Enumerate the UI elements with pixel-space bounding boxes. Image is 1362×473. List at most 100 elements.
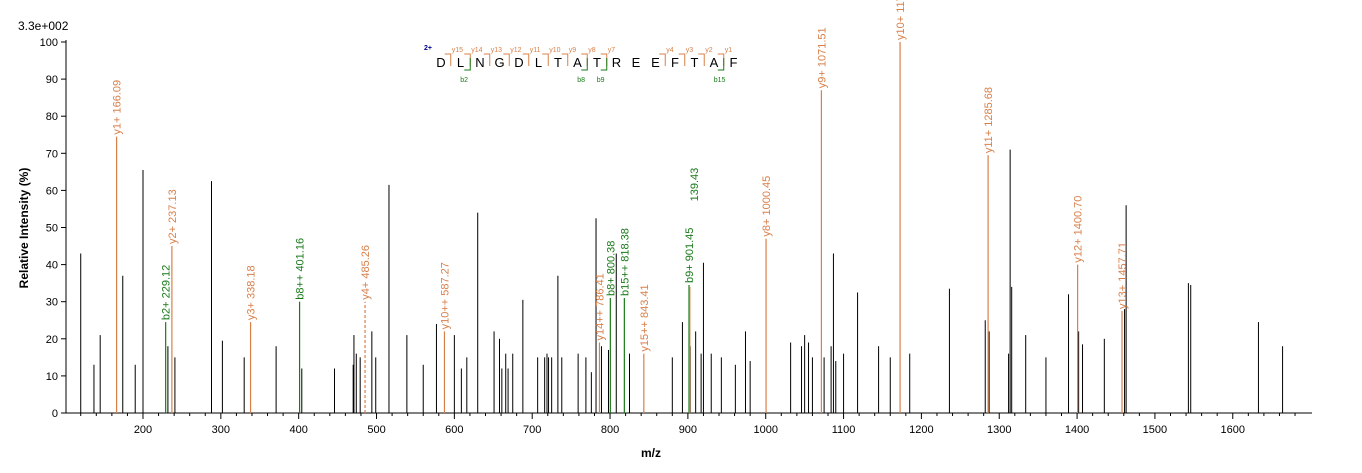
peak-label: 139.43	[689, 168, 701, 202]
x-tick-label: 400	[290, 424, 308, 436]
y-ion-bracket	[698, 53, 705, 66]
peak-label: b8++ 401.16	[295, 238, 307, 300]
sequence-residue: L	[457, 55, 464, 70]
peak-label: b15++ 818.38	[619, 228, 631, 296]
peak-label: y10+ 1172.60	[895, 0, 907, 40]
y-ion-label: y12	[510, 47, 521, 54]
peak-label: y8+ 1000.45	[761, 176, 773, 237]
b-ion-bracket	[717, 58, 725, 71]
b-ion-label: b15	[714, 77, 726, 84]
y-ion-bracket	[659, 53, 666, 66]
sequence-residue: N	[475, 55, 484, 70]
y-tick-label: 0	[52, 408, 58, 420]
y-ion-label: y2	[705, 47, 713, 54]
peak-label: y3+ 338.18	[246, 265, 258, 320]
sequence-residue: F	[730, 55, 738, 70]
y-ion-bracket	[444, 53, 452, 66]
x-tick-label: 1000	[753, 424, 777, 436]
y-tick-label: 30	[46, 297, 58, 309]
x-tick-label: 1300	[987, 424, 1011, 436]
peak-label: y4+ 485.26	[360, 245, 372, 300]
y-ion-bracket	[483, 53, 491, 66]
x-tick-label: 1500	[1143, 424, 1167, 436]
b-ion-label: b2	[460, 77, 468, 84]
b-ion-label: b9	[597, 77, 605, 84]
y-tick-label: 80	[46, 111, 58, 123]
y-ion-label: y14	[471, 47, 482, 54]
y-ion-bracket	[717, 53, 725, 66]
y-tick-label: 20	[46, 334, 58, 346]
peak-label: y11+ 1285.68	[983, 87, 995, 153]
axes: 0 10 20 30 40 50 60 70 80 90 100 200 300 400 500 600 700…	[40, 37, 1312, 436]
intensity-scale-label: 3.3e+002	[18, 19, 69, 33]
sequence-residue: R	[612, 55, 621, 70]
sequence-residue: A	[573, 55, 582, 70]
x-tick-label: 900	[679, 424, 697, 436]
y-tick-label: 10	[46, 371, 58, 383]
sequence-residue: A	[710, 55, 719, 70]
y-ion-bracket	[542, 53, 549, 66]
peak-label: b2+ 229.12	[161, 265, 173, 320]
b-ion-label: b8	[577, 77, 585, 84]
sequence-residue: F	[671, 55, 679, 70]
y-ion-bracket	[561, 53, 569, 66]
y-ion-bracket	[464, 53, 471, 66]
x-tick-label: 700	[523, 424, 541, 436]
y-ion-label: y4	[666, 47, 674, 54]
x-tick-label: 300	[212, 424, 230, 436]
peak-label: y9+ 1071.51	[816, 27, 828, 88]
sequence-residue: E	[632, 55, 641, 70]
y-ion-bracket	[503, 53, 510, 66]
sequence-residue: T	[691, 55, 699, 70]
y-ion-label: y1	[725, 47, 733, 54]
y-tick-label: 60	[46, 185, 58, 197]
peak-label: y1+ 166.09	[112, 80, 124, 135]
x-tick-label: 1400	[1065, 424, 1089, 436]
sequence-residue: L	[535, 55, 542, 70]
y-tick-label: 70	[46, 148, 58, 160]
y-ion-bracket	[581, 53, 588, 66]
peak-label: y12+ 1400.70	[1073, 196, 1085, 263]
b-ion-bracket	[600, 58, 608, 71]
x-tick-label: 1600	[1221, 424, 1245, 436]
sequence-residue: D	[436, 55, 445, 70]
peak-label: y14++ 786.41	[594, 273, 606, 340]
peaks	[80, 42, 1284, 413]
peak-labels: y1+ 166.09 b2+ 229.12 y2+ 237.13 y3+ 338.18…	[112, 0, 1129, 352]
y-axis-label: Relative Intensity (%)	[17, 168, 31, 289]
y-tick-label: 100	[40, 37, 58, 49]
y-ion-bracket	[600, 53, 608, 66]
y-tick-label: 40	[46, 260, 58, 272]
y-ion-label: y3	[686, 47, 694, 54]
peak-label: b9+ 901.45	[684, 228, 696, 283]
x-tick-label: 800	[601, 424, 619, 436]
x-tick-label: 1200	[909, 424, 933, 436]
b-ion-bracket	[464, 58, 471, 71]
y-ion-label: y7	[608, 47, 616, 54]
peak-label: y15++ 843.41	[639, 284, 651, 351]
peak-label: y10++ 587.27	[439, 262, 451, 329]
y-ion-bracket	[678, 53, 686, 66]
y-tick-label: 50	[46, 223, 58, 235]
y-tick-label: 90	[46, 74, 58, 86]
peak-label: y13+ 1457.71	[1117, 242, 1129, 309]
x-tick-label: 1100	[832, 424, 856, 436]
x-tick-label: 500	[367, 424, 385, 436]
y-ion-bracket	[522, 53, 530, 66]
sequence-residue: T	[593, 55, 601, 70]
x-tick-label: 200	[134, 424, 152, 436]
x-tick-label: 600	[445, 424, 463, 436]
charge-state-label: 2+	[424, 45, 432, 52]
y-ion-label: y10	[549, 47, 560, 54]
y-ion-label: y13	[491, 47, 502, 54]
x-axis-label: m/z	[641, 446, 661, 460]
sequence-residue: T	[554, 55, 562, 70]
y-ion-label: y8	[588, 47, 596, 54]
peak-label: y2+ 237.13	[167, 189, 179, 244]
sequence-residue: E	[651, 55, 660, 70]
y-ion-label: y9	[569, 47, 577, 54]
sequence-residue: D	[514, 55, 523, 70]
y-ion-label: y11	[530, 47, 541, 54]
